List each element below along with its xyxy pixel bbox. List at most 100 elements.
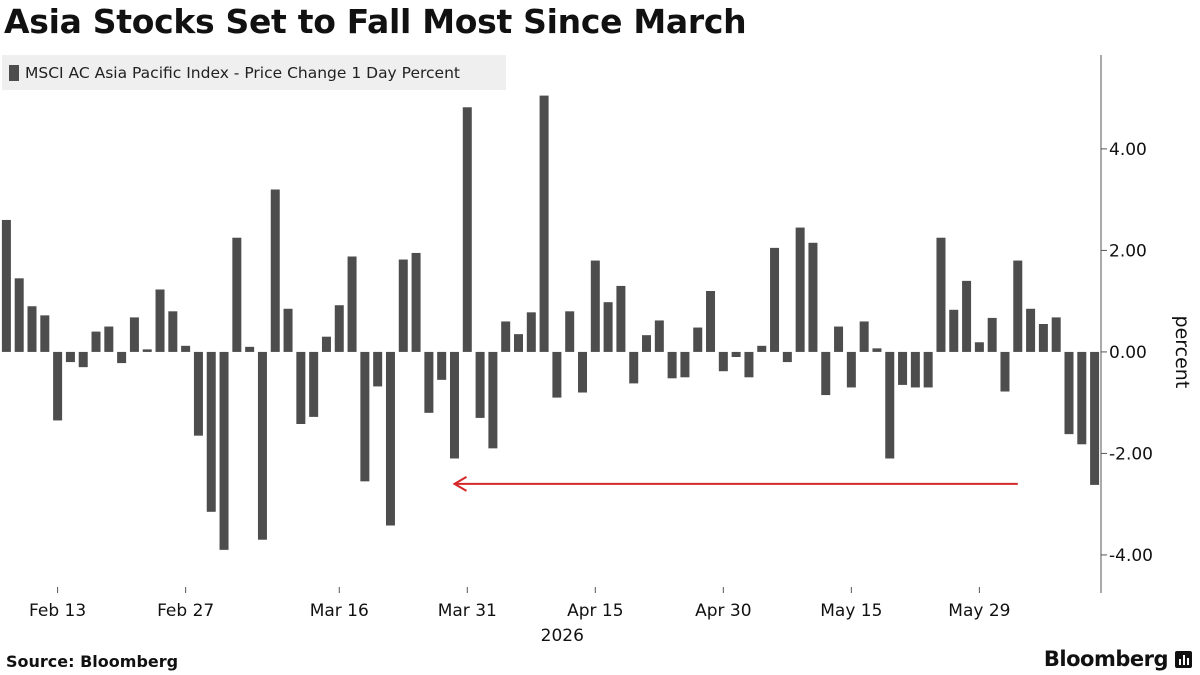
bar xyxy=(629,351,639,384)
bar xyxy=(795,227,805,352)
bar xyxy=(321,336,331,352)
bar xyxy=(987,317,997,352)
bar xyxy=(603,302,613,352)
bar xyxy=(117,351,127,364)
x-tick-label: Apr 15 xyxy=(567,601,623,621)
bar xyxy=(782,351,792,363)
bar xyxy=(834,326,844,352)
bar xyxy=(923,351,933,388)
source-note: Source: Bloomberg xyxy=(6,652,179,671)
bar xyxy=(910,351,920,388)
arrow-head xyxy=(452,476,467,492)
bar xyxy=(770,247,780,352)
x-tick-label: Feb 27 xyxy=(157,601,214,621)
bar xyxy=(155,289,165,352)
bar xyxy=(1064,351,1074,435)
bar xyxy=(1077,351,1087,445)
brand-logo: Bloomberg xyxy=(1043,647,1169,671)
bar xyxy=(539,95,549,352)
bar xyxy=(27,306,37,352)
bar xyxy=(91,331,101,352)
x-tick-label: Mar 31 xyxy=(438,601,497,621)
legend: MSCI AC Asia Pacific Index - Price Chang… xyxy=(2,55,506,90)
bar xyxy=(962,280,972,352)
y-tick-label: -4.00 xyxy=(1109,546,1153,566)
bar xyxy=(859,321,869,352)
bar xyxy=(437,351,447,380)
x-year-label: 2026 xyxy=(541,626,584,646)
bar xyxy=(181,345,191,352)
bar xyxy=(398,259,408,352)
bar xyxy=(757,345,767,352)
bar xyxy=(411,252,421,352)
bar xyxy=(642,335,652,352)
bar xyxy=(590,260,600,352)
y-tick-label: -2.00 xyxy=(1109,444,1153,464)
bar xyxy=(1051,317,1061,352)
axes: 4.00 2.00 0.00 -2.00 -4.00 percent Feb 13 Feb 2… xyxy=(29,55,1193,646)
bar xyxy=(14,278,24,352)
bar xyxy=(334,305,344,352)
bar xyxy=(65,351,75,363)
bar xyxy=(193,351,203,436)
bar xyxy=(168,311,178,352)
bars xyxy=(1,95,1100,550)
bar xyxy=(654,320,664,352)
bar xyxy=(616,285,626,352)
bar xyxy=(142,349,152,352)
bar xyxy=(513,334,523,352)
chart-title: Asia Stocks Set to Fall Most Since March xyxy=(4,2,747,41)
bar xyxy=(78,351,88,368)
bar xyxy=(731,351,741,357)
x-tick-label: Apr 30 xyxy=(695,601,751,621)
bar xyxy=(1013,260,1023,352)
bar xyxy=(808,242,818,352)
x-tick-label: Feb 13 xyxy=(29,601,86,621)
bar xyxy=(501,321,511,352)
bar xyxy=(219,351,229,550)
bar xyxy=(129,317,139,352)
bar xyxy=(449,351,459,459)
bar xyxy=(578,351,588,393)
legend-swatch xyxy=(9,64,19,81)
bar xyxy=(898,351,908,385)
bar xyxy=(385,351,395,526)
y-tick-label: 4.00 xyxy=(1109,140,1147,160)
bar xyxy=(718,351,728,372)
y-tick-label: 2.00 xyxy=(1109,241,1147,261)
bar xyxy=(462,107,472,352)
bar xyxy=(257,351,267,540)
bar xyxy=(424,351,434,413)
x-tick-label: Mar 16 xyxy=(310,601,369,621)
legend-label: MSCI AC Asia Pacific Index - Price Chang… xyxy=(25,63,460,82)
bar xyxy=(245,346,255,352)
bar xyxy=(360,351,370,482)
bar xyxy=(232,237,242,352)
bar xyxy=(885,351,895,459)
bar xyxy=(347,256,357,352)
bar xyxy=(949,309,959,352)
bar xyxy=(667,351,677,379)
bar xyxy=(1,219,11,352)
bar xyxy=(565,311,575,352)
bar xyxy=(104,326,114,352)
bar xyxy=(552,351,562,398)
bar xyxy=(1038,324,1048,352)
y-tick-label: 0.00 xyxy=(1109,343,1147,363)
x-tick-label: May 29 xyxy=(948,601,1010,621)
bar xyxy=(283,308,293,352)
bar xyxy=(693,327,703,352)
y-axis-label: percent xyxy=(1171,316,1193,389)
bar xyxy=(475,351,485,418)
bar xyxy=(40,315,50,352)
bar xyxy=(1000,351,1010,392)
bar xyxy=(1090,351,1100,485)
bar xyxy=(974,342,984,352)
bar xyxy=(680,351,690,378)
bar xyxy=(270,189,280,352)
x-tick-label: May 15 xyxy=(820,601,882,621)
annotation xyxy=(452,476,1018,492)
bar xyxy=(872,348,882,352)
bar xyxy=(373,351,383,387)
